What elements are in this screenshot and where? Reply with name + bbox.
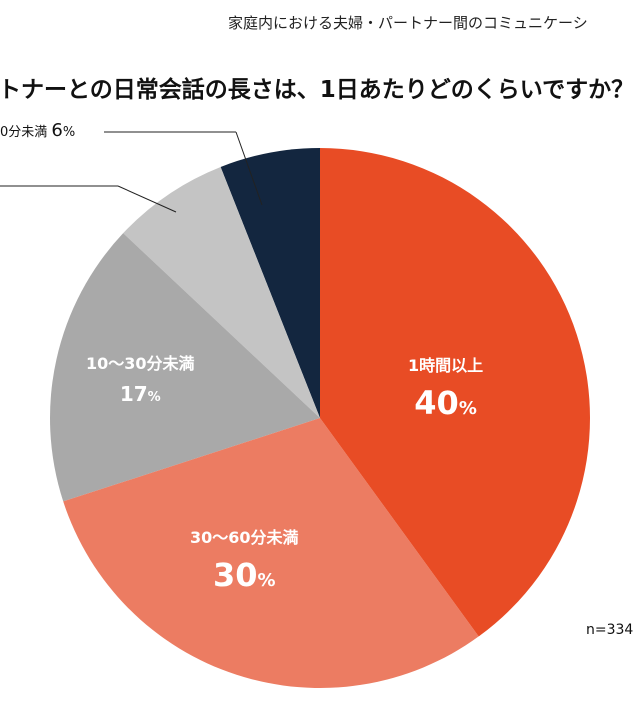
slice-label-under-10: 0分未満 6% xyxy=(0,120,76,141)
leader-line-navy-diag xyxy=(235,131,263,206)
sample-size: n=334 xyxy=(586,622,634,638)
slice-label-10-30: 10～30分未満 17% xyxy=(86,354,195,406)
slice-label-over-1h: 1時間以上 40% xyxy=(408,356,484,422)
pie-slice-3 xyxy=(123,166,321,418)
pie-slice-0 xyxy=(320,148,590,637)
pie-slice-4 xyxy=(220,148,320,418)
slice-label-30-60: 30～60分未満 30% xyxy=(190,528,299,594)
chart-header: 家庭内における夫婦・パートナー間のコミュニケーシ xyxy=(228,14,588,32)
leader-line-lightgray-diag xyxy=(117,185,177,213)
pie-slice-1 xyxy=(63,418,479,688)
chart-title: トナーとの日常会話の長さは、1日あたりどのくらいですか？ xyxy=(0,77,635,103)
pie-slice-2 xyxy=(50,233,321,502)
